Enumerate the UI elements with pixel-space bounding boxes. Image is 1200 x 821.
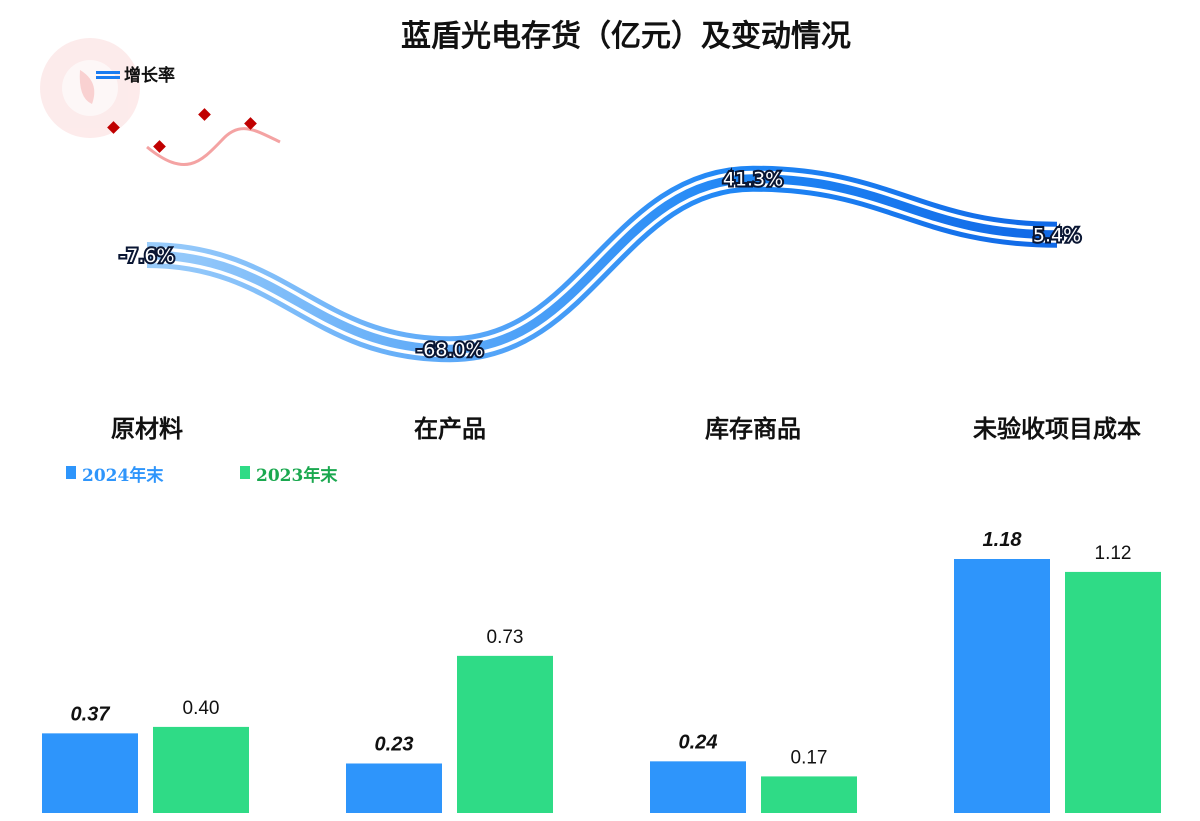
logo-watermark <box>40 38 140 138</box>
category-label-0: 原材料 <box>111 415 183 443</box>
bar-label-2023-1: 0.73 <box>487 627 524 648</box>
rate-legend-label: 增长率 <box>124 65 175 86</box>
bar-2023-1 <box>457 655 553 813</box>
category-label-1: 在产品 <box>414 415 486 443</box>
bar-label-2024-2: 0.24 <box>679 731 718 753</box>
legend-swatch-2024 <box>66 466 76 479</box>
rate-labels: -7.6% -68.0% 41.3% 5.4% <box>117 167 1083 364</box>
decorative-sparkline <box>107 108 281 166</box>
bar-2024-0 <box>42 733 138 813</box>
rate-label-1: -68.0% <box>416 339 483 361</box>
rate-line <box>146 165 1058 363</box>
bar-2023-0 <box>153 726 249 813</box>
rate-legend-swatch <box>96 76 120 79</box>
rate-label-3: 5.4% <box>1033 225 1081 247</box>
legend-label-2023: 2023年末 <box>256 465 338 486</box>
rate-label-2: 41.3% <box>723 169 783 191</box>
bar-label-2024-1: 0.23 <box>375 733 414 755</box>
rate-legend-swatch <box>96 71 120 74</box>
bar-2024-2 <box>650 761 746 813</box>
category-label-3: 未验收项目成本 <box>973 415 1141 443</box>
chart-title: 蓝盾光电存货（亿元）及变动情况 <box>401 19 851 54</box>
bar-2023-2 <box>761 776 857 813</box>
bar-legend: 2024年末 2023年末 <box>66 465 338 486</box>
bar-2024-3 <box>954 559 1050 813</box>
bar-label-2024-3: 1.18 <box>983 529 1023 551</box>
bar-2024-1 <box>346 763 442 813</box>
bar-label-2024-0: 0.37 <box>71 703 111 725</box>
category-labels: 原材料 在产品 库存商品 未验收项目成本 <box>111 415 1141 443</box>
bar-label-2023-2: 0.17 <box>791 747 828 768</box>
bar-label-2023-3: 1.12 <box>1095 543 1132 564</box>
rate-label-0: -7.6% <box>119 245 174 267</box>
bars: 0.37 0.40 0.23 0.73 0.24 0.17 1.18 1.12 <box>42 529 1161 813</box>
legend-label-2024: 2024年末 <box>82 465 164 486</box>
rate-legend: 增长率 <box>96 65 175 86</box>
bar-2023-3 <box>1065 571 1161 813</box>
bar-label-2023-0: 0.40 <box>183 698 220 719</box>
rate-line-core <box>146 174 1058 354</box>
legend-swatch-2023 <box>240 466 250 479</box>
category-label-2: 库存商品 <box>705 415 801 443</box>
